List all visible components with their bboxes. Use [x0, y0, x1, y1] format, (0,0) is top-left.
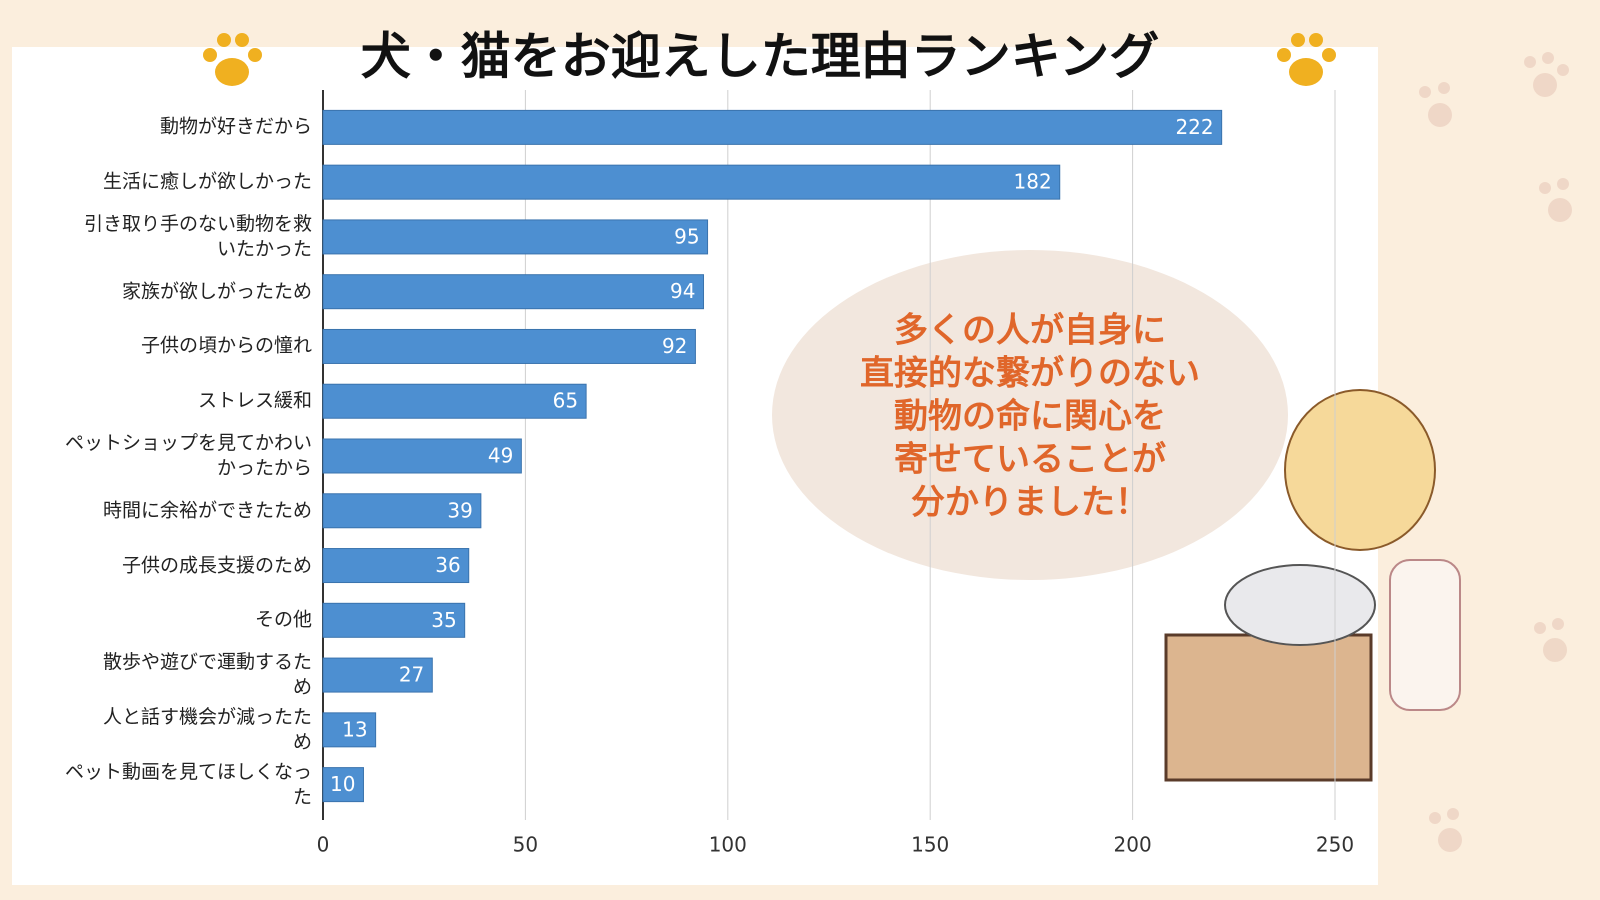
x-tick-label: 100 — [709, 833, 747, 857]
bar — [322, 493, 482, 529]
category-label: 子供の頃からの憧れ — [140, 334, 312, 357]
category-label: 家族が欲しがったため — [121, 280, 312, 303]
callout-text: 動物の命に関心を — [894, 397, 1166, 437]
category-label: ペット動画を見てほしくなっ た — [64, 760, 312, 808]
category-label: 子供の成長支援のため — [121, 554, 312, 577]
chart-title: 犬・猫をお迎えした理由ランキング — [361, 28, 1160, 86]
category-label: その他 — [254, 608, 312, 631]
x-tick-label: 250 — [1316, 833, 1354, 857]
value-label: 49 — [488, 444, 513, 468]
category-label: 引き取り手のない動物を救 いたかった — [83, 212, 312, 260]
paw-icon — [203, 33, 262, 86]
bar — [322, 548, 470, 584]
value-label: 222 — [1175, 115, 1213, 139]
category-label: 人と話す機会が減ったた め — [102, 705, 312, 753]
x-tick-label: 50 — [513, 833, 538, 857]
category-label: 時間に余裕ができたため — [102, 499, 312, 522]
bar — [322, 438, 522, 474]
value-label: 65 — [553, 389, 578, 413]
value-label: 35 — [431, 608, 456, 632]
x-tick-label: 0 — [317, 833, 330, 857]
x-tick-label: 150 — [911, 833, 949, 857]
value-label: 13 — [342, 717, 367, 741]
value-label: 36 — [435, 553, 460, 577]
category-label: 生活に癒しが欲しかった — [102, 170, 312, 193]
bar — [322, 602, 466, 638]
value-label: 95 — [674, 224, 699, 248]
illustration — [1164, 389, 1461, 782]
callout-text: 直接的な繋がりのない — [860, 354, 1200, 394]
value-label: 10 — [330, 772, 355, 796]
paw-decoration — [1419, 52, 1572, 852]
bar — [322, 383, 587, 419]
callout-text: 多くの人が自身に — [894, 311, 1166, 351]
bar — [322, 657, 433, 693]
value-label: 92 — [662, 334, 687, 358]
bar — [322, 712, 377, 748]
value-label: 94 — [670, 279, 695, 303]
bar — [322, 767, 364, 803]
category-label: 動物が好きだから — [159, 115, 312, 138]
x-tick-label: 200 — [1114, 833, 1152, 857]
bar — [322, 219, 709, 255]
callout-text: 分かりました！ — [911, 483, 1149, 523]
callout-text: 寄せていることが — [894, 440, 1166, 480]
value-label: 182 — [1014, 170, 1052, 194]
bar — [322, 328, 696, 364]
bar — [322, 164, 1061, 200]
callout-bubble — [772, 250, 1288, 580]
paw-icon — [1277, 33, 1336, 86]
bar — [322, 109, 1223, 145]
category-label: ストレス緩和 — [197, 389, 312, 412]
category-label: 散歩や遊びで運動するた め — [102, 651, 312, 699]
category-label: ペットショップを見てかわい かったから — [64, 432, 312, 479]
value-label: 39 — [447, 498, 472, 522]
value-label: 27 — [399, 663, 424, 687]
bar — [322, 274, 705, 310]
